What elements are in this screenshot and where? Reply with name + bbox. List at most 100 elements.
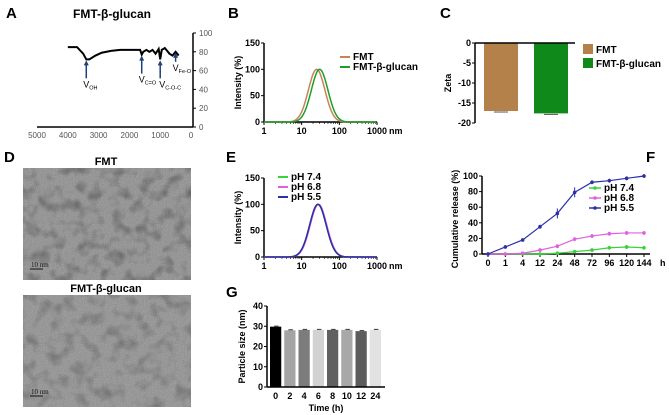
- data-point: [607, 178, 612, 183]
- bar-0h: [270, 326, 282, 387]
- x-tick-label: 10: [342, 391, 352, 401]
- y-tick-label: 0: [473, 249, 478, 259]
- x-tick-label: 2: [287, 391, 292, 401]
- series-line-pH-7-4: [488, 246, 645, 255]
- legend-label: FMT-β-glucan: [596, 59, 661, 70]
- y-tick-label: 40: [468, 218, 478, 228]
- y-axis-label: Cumulative release (%): [450, 170, 460, 269]
- scale-bar-fmt: 10 nm: [31, 261, 49, 269]
- x-tick-label: 12: [535, 258, 545, 268]
- legend-label: FMT: [353, 52, 374, 63]
- y-tick-label: 0: [255, 117, 260, 127]
- data-point: [538, 252, 542, 256]
- annotation-label: VFe-O: [173, 63, 192, 75]
- data-point: [572, 237, 577, 241]
- panel-label-c: C: [440, 5, 451, 22]
- y-tick-label: 100: [199, 29, 213, 38]
- y-axis-label: Intensity (%): [233, 56, 243, 110]
- bar-2: [534, 43, 568, 114]
- ftir-spectrum-line: [67, 46, 180, 61]
- x-tick-label: 4000: [59, 131, 77, 140]
- series-line-1: [264, 68, 377, 123]
- tem-image-fmt: 10 nm: [23, 168, 191, 280]
- y-tick-label: 100: [463, 171, 478, 181]
- arrow-head-icon: [83, 60, 89, 66]
- y-tick-label: -15: [458, 98, 471, 108]
- x-tick-label: 1000: [151, 131, 169, 140]
- panel-label-e: E: [226, 149, 236, 166]
- data-point: [590, 180, 594, 185]
- legend-label: pH 6.8: [604, 193, 634, 204]
- panel-label-b: B: [228, 5, 239, 22]
- data-point: [642, 245, 646, 250]
- bar-4h: [298, 329, 310, 387]
- x-tick-label: 100: [332, 126, 347, 136]
- legend-label: pH 7.4: [604, 183, 634, 194]
- legend-label: FMT-β-glucan: [353, 62, 418, 73]
- x-tick-label: 4: [302, 391, 307, 401]
- legend-marker: [593, 186, 597, 190]
- data-point: [520, 251, 525, 256]
- data-point: [555, 211, 560, 216]
- panel-a-title: FMT-β-glucan: [73, 7, 151, 21]
- data-point: [520, 238, 525, 242]
- data-point: [642, 231, 646, 235]
- x-tick-label: 4: [520, 258, 525, 268]
- y-tick-label: 40: [199, 85, 208, 94]
- tem-image-fmt-glucan: 10 nm: [23, 295, 191, 407]
- y-tick-label: -5: [463, 58, 471, 68]
- y-tick-label: 0: [258, 382, 263, 392]
- x-tick-label: 24: [552, 258, 562, 268]
- data-point: [590, 248, 594, 252]
- legend-swatch: [583, 58, 593, 68]
- panel-d-tem-images: FMT 10 nm FMT-β-glucan 10 nm: [23, 156, 191, 407]
- data-point: [538, 224, 542, 229]
- y-tick-label: 0: [466, 38, 471, 48]
- legend-label: pH 6.8: [291, 182, 321, 193]
- data-point: [572, 190, 577, 195]
- data-point: [555, 251, 560, 256]
- y-axis-label: Particle size (nm): [237, 309, 247, 383]
- x-tick-label: 8: [330, 391, 335, 401]
- x-tick-label: 10: [297, 126, 307, 136]
- data-point: [607, 245, 612, 250]
- y-tick-label: 80: [199, 48, 208, 57]
- panel-label-g: G: [226, 284, 238, 301]
- x-unit: nm: [389, 261, 403, 271]
- y-axis-label: Intensity (%): [233, 191, 243, 245]
- y-tick-label: 150: [245, 173, 260, 183]
- series-line-2: [264, 68, 377, 123]
- data-point: [624, 245, 629, 249]
- x-tick-label: 0: [189, 131, 194, 140]
- scale-bar-fmt-glucan: 10 nm: [31, 388, 49, 396]
- legend-label: pH 5.5: [291, 192, 321, 203]
- annotation-label: VOH: [83, 79, 97, 91]
- arrow-head-icon: [139, 55, 145, 61]
- x-tick-label: 1000: [367, 261, 387, 271]
- data-point: [486, 252, 490, 256]
- y-tick-label: -10: [458, 78, 471, 88]
- x-tick-label: 48: [570, 258, 580, 268]
- bar-10h: [341, 329, 353, 387]
- data-point: [590, 234, 594, 238]
- series-line-2: [264, 203, 377, 258]
- legend-label: FMT: [596, 45, 617, 56]
- panel-c-zeta-bar-chart: FMT FMT-β-glucan 0 -5 -10 -15 -20 Zeta: [443, 38, 661, 128]
- x-tick-label: 100: [332, 261, 347, 271]
- x-unit: h: [660, 258, 666, 268]
- y-tick-label: 20: [468, 233, 478, 243]
- y-tick-label: 60: [199, 67, 208, 76]
- x-tick-label: 2000: [121, 131, 139, 140]
- panel-a-ftir-chart: FMT-β-glucan 5000 4000 3000 2000 1000 00 20 40 6…: [28, 7, 213, 140]
- x-tick-label: 5000: [28, 131, 46, 140]
- x-tick-label: 12: [356, 391, 366, 401]
- data-point: [642, 174, 646, 178]
- y-tick-label: 20: [253, 342, 263, 352]
- y-tick-label: 10: [253, 362, 263, 372]
- series-line-pH-5-5: [487, 175, 645, 255]
- arrow-head-icon: [157, 60, 163, 66]
- data-point: [607, 231, 612, 236]
- legend-label: pH 7.4: [291, 172, 321, 183]
